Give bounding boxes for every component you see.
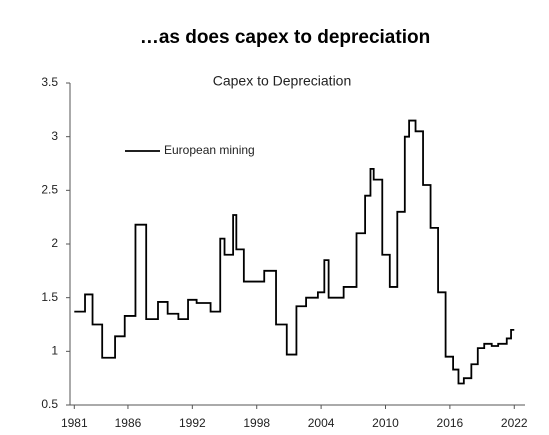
chart-title: …as does capex to depreciation bbox=[140, 27, 430, 48]
y-tick-label: 2.5 bbox=[41, 183, 58, 197]
x-tick-label: 2010 bbox=[372, 416, 399, 430]
y-tick-label: 3.5 bbox=[41, 75, 58, 89]
y-tick-label: 2 bbox=[51, 236, 58, 250]
y-tick-label: 3 bbox=[51, 129, 58, 143]
x-tick-label: 1998 bbox=[243, 416, 270, 430]
x-tick-label: 1986 bbox=[115, 416, 142, 430]
legend-label: European mining bbox=[164, 143, 255, 157]
x-tick-label: 2016 bbox=[437, 416, 464, 430]
y-tick-label: 1 bbox=[51, 344, 58, 358]
chart-subtitle: Capex to Depreciation bbox=[213, 73, 352, 89]
x-tick-label: 1992 bbox=[179, 416, 206, 430]
x-tick-label: 1981 bbox=[61, 416, 88, 430]
y-tick-label: 0.5 bbox=[41, 397, 58, 411]
x-tick-label: 2004 bbox=[308, 416, 335, 430]
line-series bbox=[74, 119, 515, 385]
y-tick-label: 1.5 bbox=[41, 290, 58, 304]
x-tick-label: 2022 bbox=[501, 416, 528, 430]
